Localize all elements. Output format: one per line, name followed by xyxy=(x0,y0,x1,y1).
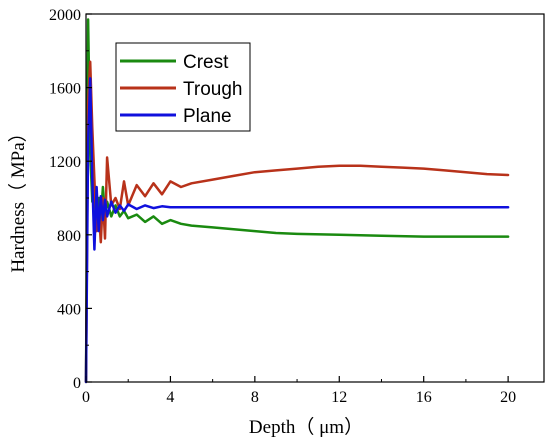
x-tick-label: 20 xyxy=(500,389,516,406)
legend-label-crest: Crest xyxy=(183,52,229,73)
plot-area xyxy=(84,18,510,384)
x-tick-label: 8 xyxy=(251,389,259,406)
axes xyxy=(85,13,545,383)
y-tick-label: 2000 xyxy=(49,7,81,24)
x-axis-title: Depth（ μm） xyxy=(249,416,363,438)
x-tick-label: 0 xyxy=(82,389,90,406)
tick-labels: 0 4 8 12 16 20 0 400 800 1200 1600 2000 xyxy=(49,7,516,406)
y-tick-label: 400 xyxy=(57,301,81,318)
y-tick-label: 1200 xyxy=(49,154,81,171)
x-tick-label: 4 xyxy=(166,389,174,406)
legend-label-plane: Plane xyxy=(183,106,232,127)
legend: Crest Trough Plane xyxy=(115,42,251,132)
y-tick-label: 1600 xyxy=(49,81,81,98)
y-tick-label: 800 xyxy=(57,228,81,245)
y-axis-title: Hardness（ MPa） xyxy=(7,123,29,272)
x-tick-label: 12 xyxy=(331,389,347,406)
x-tick-label: 16 xyxy=(416,389,432,406)
y-tick-label: 0 xyxy=(73,375,81,392)
legend-label-trough: Trough xyxy=(183,79,243,100)
series-line-plane xyxy=(84,77,510,384)
